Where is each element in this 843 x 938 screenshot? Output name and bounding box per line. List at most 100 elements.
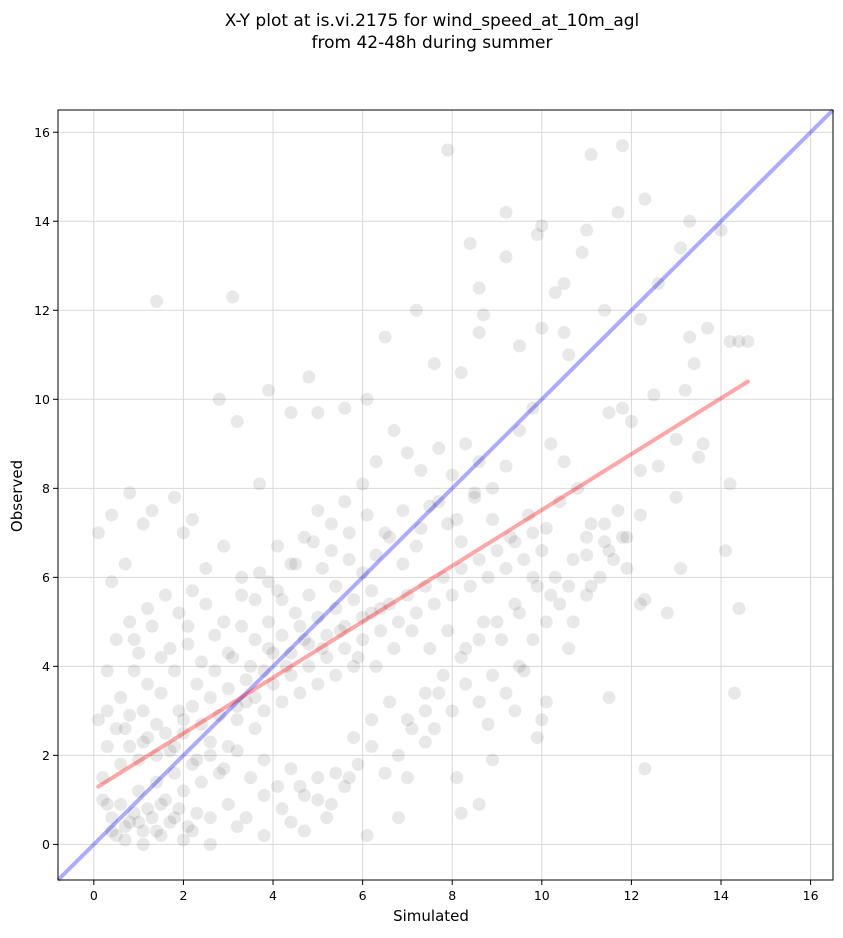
data-point: [208, 664, 222, 678]
data-point: [526, 526, 540, 540]
data-point: [257, 828, 271, 842]
data-point: [284, 557, 298, 571]
data-point: [553, 597, 567, 611]
data-point: [288, 606, 302, 620]
data-point: [445, 704, 459, 718]
data-point: [311, 793, 325, 807]
data-point: [347, 659, 361, 673]
data-point: [302, 637, 316, 651]
points-group: [91, 139, 755, 851]
data-point: [732, 601, 746, 615]
data-point: [262, 383, 276, 397]
data-point: [391, 748, 405, 762]
data-point: [163, 744, 177, 758]
data-point: [499, 561, 513, 575]
data-point: [477, 308, 491, 322]
data-point: [150, 775, 164, 789]
data-point: [602, 544, 616, 558]
data-point: [230, 699, 244, 713]
data-point: [315, 561, 329, 575]
data-point: [203, 748, 217, 762]
data-point: [400, 588, 414, 602]
data-point: [486, 753, 500, 767]
data-point: [329, 668, 343, 682]
data-point: [468, 490, 482, 504]
data-point: [459, 677, 473, 691]
data-point: [123, 708, 137, 722]
data-point: [244, 771, 258, 785]
x-axis-label: Simulated: [393, 907, 469, 925]
data-point: [499, 250, 513, 264]
data-point: [257, 753, 271, 767]
data-point: [374, 601, 388, 615]
data-point: [598, 535, 612, 549]
data-point: [378, 766, 392, 780]
data-point: [472, 326, 486, 340]
data-point: [114, 757, 128, 771]
data-point: [275, 802, 289, 816]
data-point: [347, 593, 361, 607]
data-point: [571, 481, 585, 495]
data-point: [651, 459, 665, 473]
data-point: [396, 504, 410, 518]
data-point: [123, 739, 137, 753]
data-point: [105, 508, 119, 522]
data-point: [365, 713, 379, 727]
data-point: [141, 731, 155, 745]
data-point: [105, 811, 119, 825]
data-point: [696, 437, 710, 451]
data-point: [391, 615, 405, 629]
data-point: [114, 691, 128, 705]
data-point: [226, 650, 240, 664]
data-point: [624, 415, 638, 429]
data-point: [530, 228, 544, 242]
data-point: [235, 619, 249, 633]
data-point: [136, 704, 150, 718]
data-point: [432, 441, 446, 455]
data-point: [293, 686, 307, 700]
data-point: [342, 526, 356, 540]
regression-line: [96, 379, 750, 789]
data-point: [633, 508, 647, 522]
data-point: [472, 281, 486, 295]
data-point: [494, 633, 508, 647]
data-point: [454, 535, 468, 549]
data-point: [544, 588, 558, 602]
data-point: [598, 517, 612, 531]
data-point: [356, 566, 370, 580]
data-point: [526, 401, 540, 415]
data-point: [409, 606, 423, 620]
data-point: [203, 811, 217, 825]
data-point: [441, 517, 455, 531]
data-point: [360, 508, 374, 522]
data-point: [598, 303, 612, 317]
data-point: [369, 548, 383, 562]
chart-title: X-Y plot at is.vi.2175 for wind_speed_at…: [225, 11, 640, 31]
data-point: [338, 619, 352, 633]
y-tick-label: 0: [42, 837, 50, 852]
data-point: [235, 570, 249, 584]
data-point: [620, 530, 634, 544]
x-tick-label: 6: [359, 888, 367, 903]
data-point: [167, 739, 181, 753]
data-point: [732, 334, 746, 348]
data-point: [418, 686, 432, 700]
data-point: [463, 237, 477, 251]
data-point: [562, 579, 576, 593]
data-point: [535, 713, 549, 727]
y-axis-label: Observed: [8, 460, 26, 532]
data-point: [203, 837, 217, 851]
x-tick-label: 8: [448, 888, 456, 903]
data-point: [723, 334, 737, 348]
data-point: [539, 615, 553, 629]
data-point: [414, 464, 428, 478]
data-point: [167, 490, 181, 504]
data-point: [548, 570, 562, 584]
data-point: [418, 735, 432, 749]
data-point: [181, 619, 195, 633]
data-point: [450, 771, 464, 785]
data-point: [338, 642, 352, 656]
data-point: [266, 646, 280, 660]
data-point: [615, 401, 629, 415]
